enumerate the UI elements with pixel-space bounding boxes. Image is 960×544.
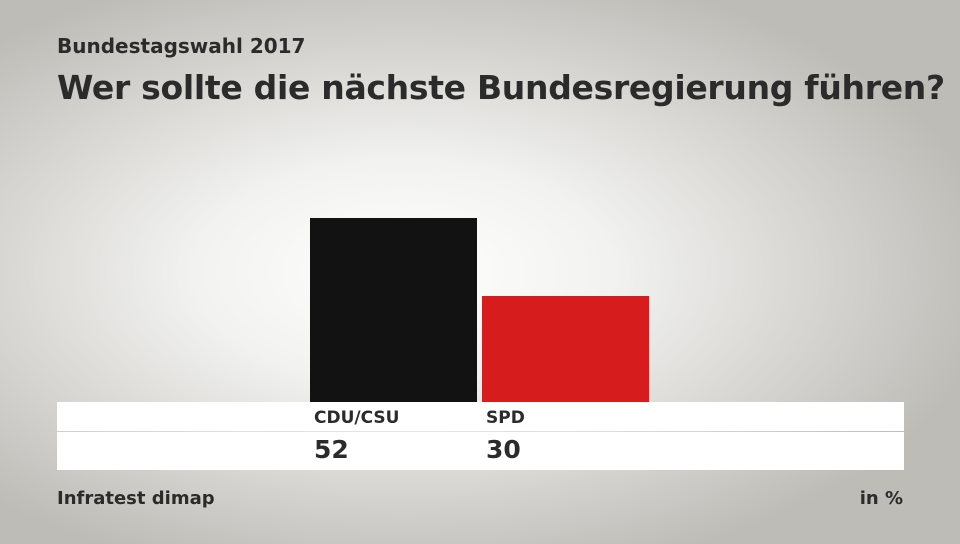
bar-cdu-csu bbox=[310, 217, 477, 402]
value-label-spd: 30 bbox=[486, 435, 521, 464]
category-label-row: CDU/CSU SPD bbox=[57, 402, 904, 431]
bar-spd bbox=[482, 295, 649, 402]
value-row: 52 30 bbox=[57, 432, 904, 470]
value-label-cdu-csu: 52 bbox=[314, 435, 349, 464]
chart-title: Wer sollte die nächste Bundesregierung f… bbox=[57, 68, 945, 107]
unit-label: in % bbox=[859, 488, 903, 509]
source-label: Infratest dimap bbox=[57, 488, 215, 509]
chart-subtitle: Bundestagswahl 2017 bbox=[57, 34, 306, 58]
category-label-cdu-csu: CDU/CSU bbox=[314, 408, 400, 428]
category-label-spd: SPD bbox=[486, 408, 525, 428]
